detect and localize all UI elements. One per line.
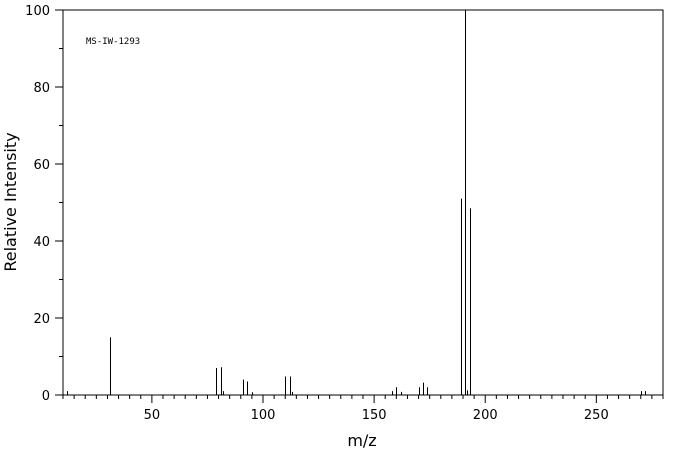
y-axis-label: Relative Intensity — [1, 132, 20, 271]
x-tick-label: 250 — [584, 408, 609, 423]
y-tick-label: 80 — [33, 81, 50, 96]
y-tick-label: 100 — [25, 4, 50, 19]
plot-frame — [62, 9, 664, 396]
x-axis-ticks: 50 100 150 200 250 — [144, 395, 609, 423]
x-tick-label: 200 — [473, 408, 498, 423]
y-tick-label: 0 — [42, 389, 50, 404]
x-axis-label: m/z — [347, 431, 376, 450]
y-tick-label: 40 — [33, 235, 50, 250]
x-tick-label: 150 — [362, 408, 387, 423]
x-minor-ticks — [62, 395, 664, 399]
x-tick-label: 100 — [251, 408, 276, 423]
y-tick-label: 20 — [33, 312, 50, 327]
spectrum-id-annotation: MS-IW-1293 — [86, 37, 140, 47]
y-tick-label: 60 — [33, 158, 50, 173]
x-tick-label: 50 — [144, 408, 161, 423]
y-axis-ticks: 0 20 40 60 80 100 — [25, 4, 63, 404]
spectrum-peaks — [67, 10, 646, 395]
